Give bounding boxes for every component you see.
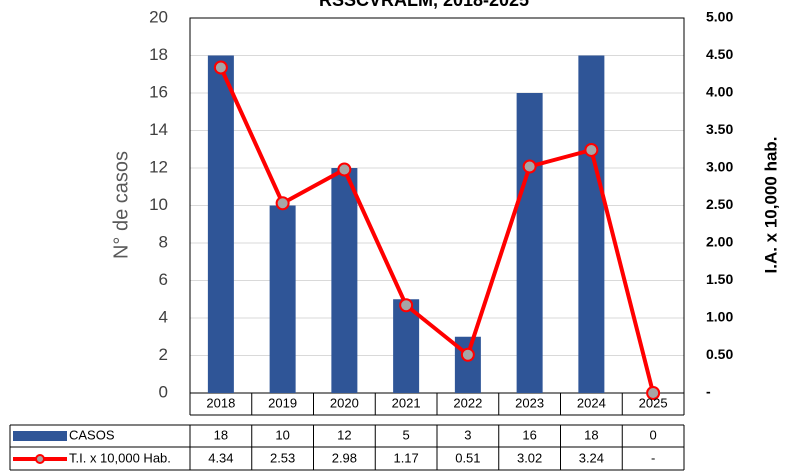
bar <box>393 299 420 393</box>
x-tick-label: 2020 <box>330 395 359 410</box>
legend-swatch <box>13 431 67 441</box>
x-tick-label: 2018 <box>206 395 235 410</box>
y2-tick-label: 2.00 <box>706 234 733 250</box>
y-tick-label: 2 <box>159 345 168 364</box>
table-value: 18 <box>584 427 598 442</box>
y-tick-label: 12 <box>149 157 168 176</box>
line <box>219 66 656 394</box>
x-tick-label: 2023 <box>515 395 544 410</box>
table-value: 3.24 <box>579 450 604 465</box>
y-tick-label: 16 <box>149 82 168 101</box>
chart-title: RSSCVRALM, 2018-2025 <box>319 0 529 10</box>
y2-tick-label: 3.00 <box>706 159 733 175</box>
line-marker <box>213 60 228 75</box>
y2-tick-label: - <box>706 384 711 400</box>
y2-axis-label: I.A. x 10,000 hab. <box>761 136 780 273</box>
y2-tick-label: 5.00 <box>706 9 733 25</box>
table-value: 18 <box>214 427 228 442</box>
line-marker <box>460 347 475 362</box>
y2-tick-label: 0.50 <box>706 346 733 362</box>
x-tick-label: 2022 <box>453 395 482 410</box>
line-marker <box>522 159 537 174</box>
y2-tick-label: 1.00 <box>706 309 733 325</box>
bar <box>516 93 543 393</box>
y-tick-label: 10 <box>149 195 168 214</box>
y2-tick-label: 2.50 <box>706 196 733 212</box>
line-marker <box>399 298 414 313</box>
table-value: 3 <box>464 427 471 442</box>
line-marker <box>646 386 661 400</box>
x-tick-label: 2025 <box>639 395 668 410</box>
line-marker <box>337 162 352 177</box>
x-tick-label: 2019 <box>268 395 297 410</box>
y-tick-label: 20 <box>149 7 168 26</box>
y2-tick-label: 4.00 <box>706 84 733 100</box>
y2-tick-label: 3.50 <box>706 121 733 137</box>
bar <box>331 168 358 393</box>
table-value: 0 <box>650 427 657 442</box>
x-tick-label: 2021 <box>392 395 421 410</box>
table-value: 16 <box>522 427 536 442</box>
y-tick-label: 18 <box>149 45 168 64</box>
legend-marker <box>35 454 45 464</box>
table-value: 2.53 <box>270 450 295 465</box>
y-tick-label: 6 <box>159 270 168 289</box>
legend-label: CASOS <box>69 427 115 442</box>
y-axis-label: N° de casos <box>110 151 132 259</box>
x-tick-label: 2024 <box>577 395 606 410</box>
y-tick-label: 0 <box>159 382 168 401</box>
bar <box>578 55 605 393</box>
table-value: 5 <box>403 427 410 442</box>
y-tick-label: 14 <box>149 120 168 139</box>
y2-tick-label: 1.50 <box>706 271 733 287</box>
table-value: 10 <box>275 427 289 442</box>
table-value: 0.51 <box>455 450 480 465</box>
y-tick-label: 8 <box>159 232 168 251</box>
bar <box>269 205 296 393</box>
table-value: 12 <box>337 427 351 442</box>
table-value: 3.02 <box>517 450 542 465</box>
y2-tick-label: 4.50 <box>706 46 733 62</box>
table-value: - <box>651 450 655 465</box>
y-tick-label: 4 <box>159 307 168 326</box>
table-value: 4.34 <box>208 450 233 465</box>
line-marker <box>584 143 599 157</box>
line-marker <box>275 196 290 211</box>
table-value: 2.98 <box>332 450 357 465</box>
legend-label: T.I. x 10,000 Hab. <box>69 450 171 465</box>
table-value: 1.17 <box>393 450 418 465</box>
bar <box>207 55 234 393</box>
